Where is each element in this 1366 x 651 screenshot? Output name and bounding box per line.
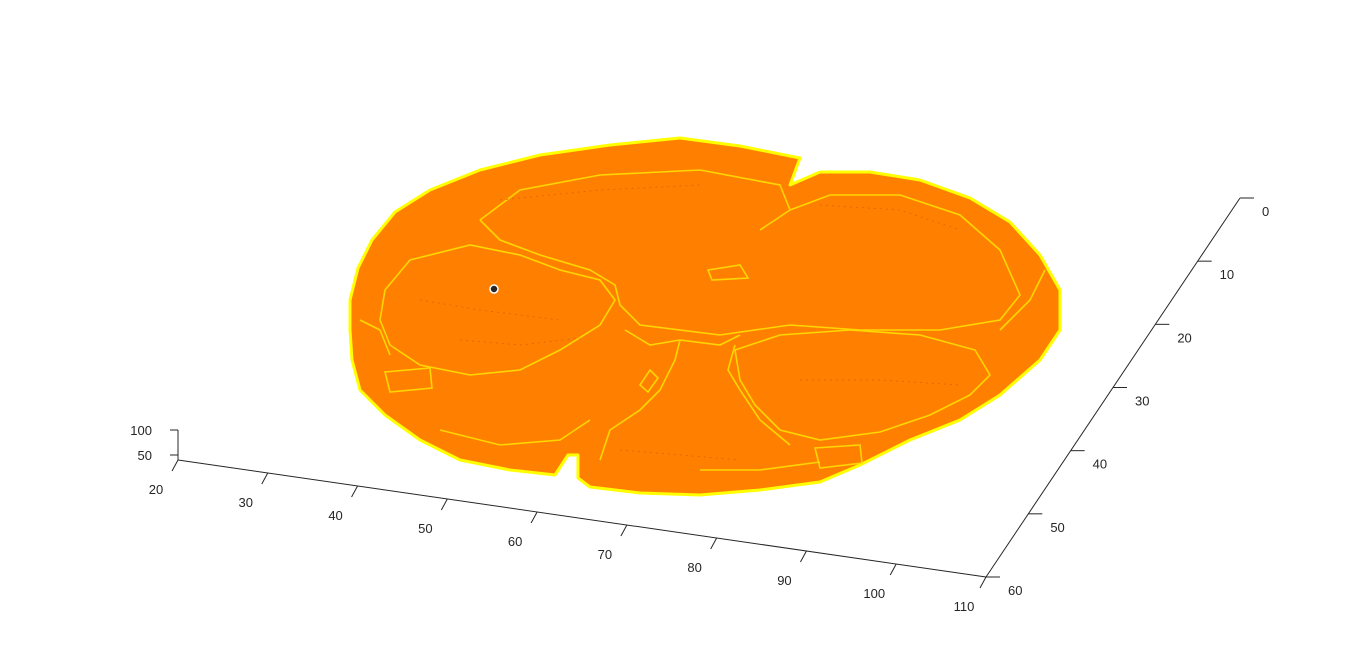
y-tick-label: 0 [1262,204,1269,219]
x-tick-label: 90 [777,573,791,588]
x-tick-mark [261,472,269,485]
z-tick-label: 50 [138,448,152,463]
x-tick-label: 60 [508,534,522,549]
x-tick-label: 50 [418,521,432,536]
x-tick-mark [979,576,987,589]
brain-surface [348,136,1062,497]
y-tick-label: 60 [1008,583,1022,598]
x-tick-mark [620,524,628,537]
data-point-marker[interactable] [489,284,499,294]
x-axis-line [177,459,987,578]
surface-contours [359,169,1046,471]
x-tick-mark [351,485,358,498]
surface-seams [419,184,961,461]
y-tick-label: 30 [1135,394,1149,409]
y-tick-label: 40 [1093,457,1107,472]
x-tick-mark [440,498,448,511]
x-tick-mark [530,511,538,524]
x-tick-mark [710,537,718,550]
x-tick-label: 110 [954,599,975,614]
x-tick-label: 80 [687,560,701,575]
x-tick-mark [800,550,807,563]
axes: 20 30 40 50 60 70 80 90 100 110 0 10 20 30 40 50 60 50 100 [130,197,1269,614]
x-tick-label: 40 [328,508,342,523]
x-tick-label: 20 [149,482,163,497]
z-tick-label: 100 [130,423,152,438]
y-tick-label: 20 [1177,330,1191,345]
x-tick-label: 30 [239,495,253,510]
x-tick-label: 100 [863,586,885,601]
y-tick-label: 10 [1220,267,1234,282]
x-tick-label: 70 [598,547,612,562]
surface-body [348,136,1062,497]
y-tick-label: 50 [1050,520,1064,535]
x-tick-mark [889,563,897,576]
x-tick-mark [171,459,179,472]
